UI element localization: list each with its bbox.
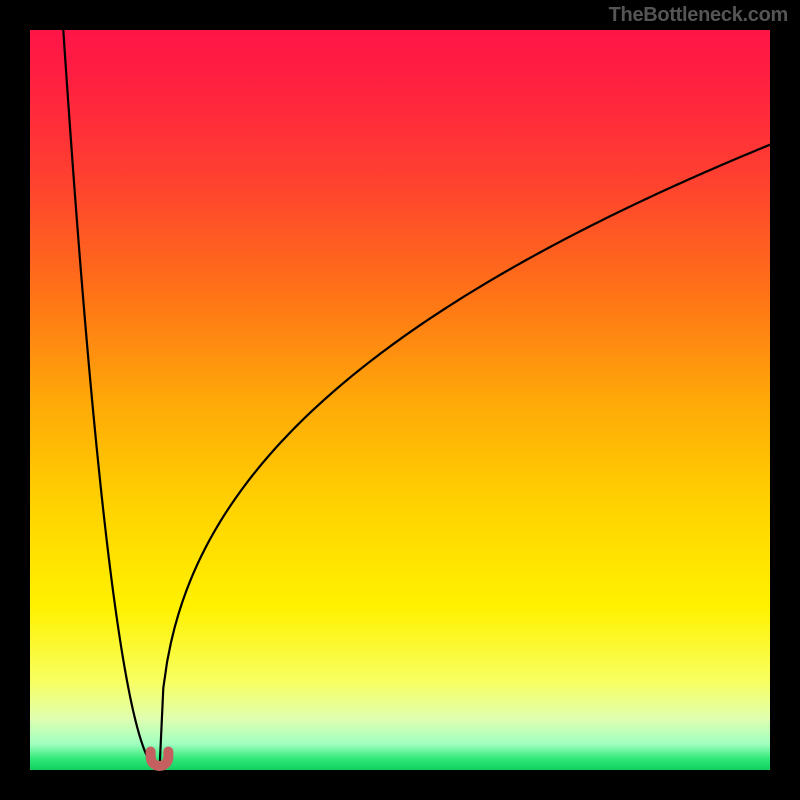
chart-background: [30, 30, 770, 770]
watermark-text: TheBottleneck.com: [609, 4, 788, 27]
chart-container: { "watermark": { "text": "TheBottleneck.…: [0, 0, 800, 800]
bottleneck-chart: [0, 0, 800, 800]
